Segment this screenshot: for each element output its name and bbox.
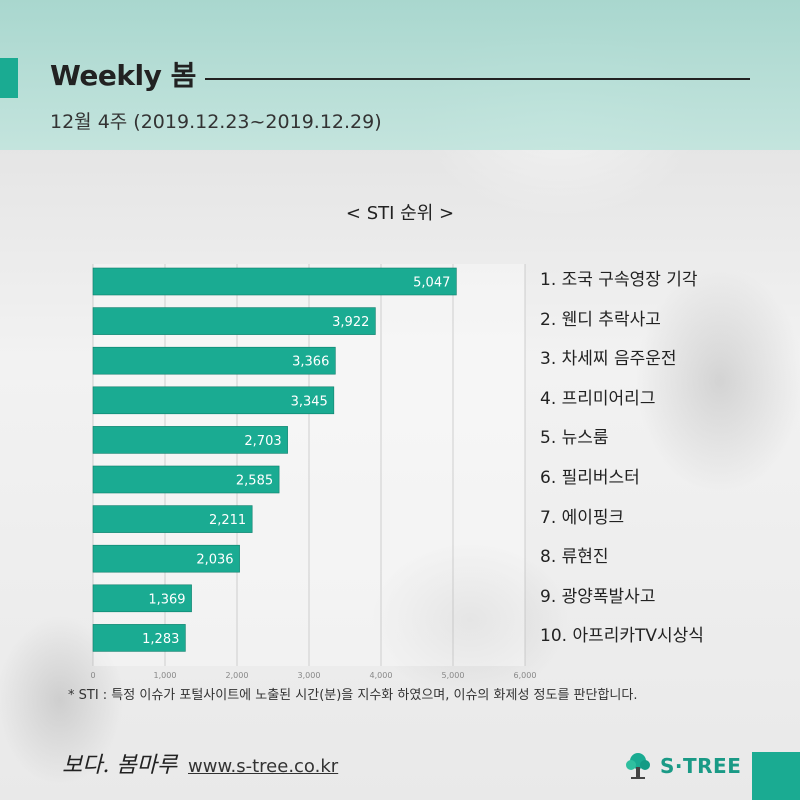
ranking-item: 8. 류현진 [540, 547, 609, 568]
x-tick-label: 3,000 [298, 671, 321, 680]
corner-accent [752, 752, 800, 800]
page-subtitle: 12월 4주 (2019.12.23~2019.12.29) [50, 111, 382, 133]
ranking-list: 1. 조국 구속영장 기각 2. 웬디 추락사고 3. 차세찌 음주운전 4. 프리미… [540, 262, 790, 658]
header-accent-bar [0, 58, 18, 98]
brand-signature: 보다. 봄마루 [62, 753, 178, 778]
bar [92, 386, 335, 415]
x-tick-label: 6,000 [514, 671, 537, 680]
website-link[interactable]: www.s-tree.co.kr [188, 756, 339, 777]
x-axis-ticks: 0 1,000 2,000 3,000 4,000 5,000 6,000 [90, 671, 536, 680]
x-tick-label: 1,000 [154, 671, 177, 680]
ranking-item: 9. 광양폭발사고 [540, 586, 656, 607]
bar-value-label: 2,211 [209, 513, 246, 528]
x-tick-label: 2,000 [226, 671, 249, 680]
tree-icon [626, 753, 650, 779]
bar-value-label: 2,036 [196, 553, 233, 568]
ranking-item: 2. 웬디 추락사고 [540, 309, 661, 330]
ranking-item: 10. 아프리카TV시상식 [540, 626, 704, 647]
bar-value-label: 1,369 [148, 592, 185, 607]
bar [92, 584, 192, 613]
x-tick-label: 4,000 [370, 671, 393, 680]
x-tick-label: 0 [90, 671, 95, 680]
ranking-item: 7. 에이핑크 [540, 507, 625, 528]
ranking-item: 5. 뉴스룸 [540, 428, 609, 449]
bar-value-label: 2,585 [236, 474, 273, 489]
bar-value-label: 3,345 [291, 394, 328, 409]
bar [92, 426, 288, 454]
x-tick-label: 5,000 [442, 671, 465, 680]
bar [92, 307, 376, 335]
bar-value-label: 1,283 [142, 632, 179, 647]
title-divider [205, 78, 750, 80]
bar [92, 544, 240, 573]
bar-value-label: 2,703 [244, 434, 281, 449]
ranking-item: 6. 필리버스터 [540, 467, 640, 488]
bar-value-label: 3,366 [292, 355, 329, 370]
ranking-item: 1. 조국 구속영장 기각 [540, 270, 698, 290]
chart-title: < STI 순위 > [345, 203, 455, 224]
bar [92, 267, 457, 296]
bar [92, 346, 336, 375]
bar-value-label: 5,047 [413, 276, 450, 291]
logo-text: S·TREE [660, 754, 742, 778]
ranking-item: 3. 차세찌 음주운전 [540, 349, 677, 370]
bar [92, 465, 280, 494]
chart-bars: 5,047 3,922 3,366 3,345 2,703 2,585 2,211 2,036… [92, 267, 457, 652]
ranking-item: 4. 프리미어리그 [540, 388, 656, 409]
s-tree-logo: S·TREE [622, 748, 741, 784]
bar [92, 624, 186, 652]
header-banner [0, 0, 800, 150]
bar-value-label: 3,922 [332, 315, 369, 330]
footnote: * STI : 특정 이슈가 포털사이트에 노출된 시간(분)을 지수화 하였으… [68, 688, 638, 703]
bar [92, 505, 253, 533]
page-title: Weekly 봄 [50, 59, 196, 92]
